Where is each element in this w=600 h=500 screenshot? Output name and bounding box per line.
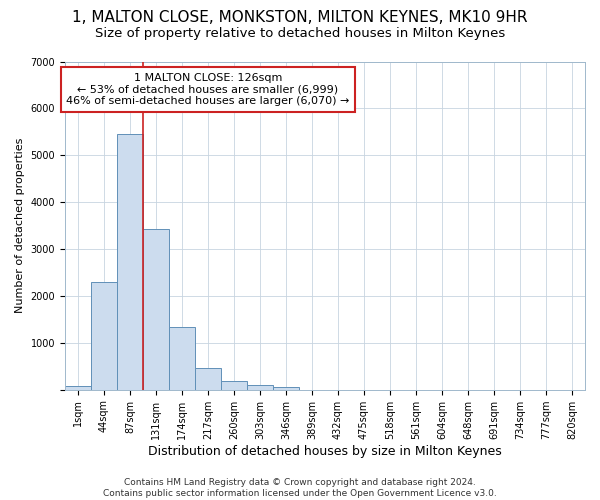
- Bar: [221, 381, 247, 390]
- Bar: [65, 386, 91, 390]
- Bar: [273, 387, 299, 390]
- Text: 1 MALTON CLOSE: 126sqm
← 53% of detached houses are smaller (6,999)
46% of semi-: 1 MALTON CLOSE: 126sqm ← 53% of detached…: [66, 73, 350, 106]
- Bar: [143, 229, 169, 390]
- Y-axis label: Number of detached properties: Number of detached properties: [15, 138, 25, 314]
- Text: Contains HM Land Registry data © Crown copyright and database right 2024.
Contai: Contains HM Land Registry data © Crown c…: [103, 478, 497, 498]
- X-axis label: Distribution of detached houses by size in Milton Keynes: Distribution of detached houses by size …: [148, 444, 502, 458]
- Bar: [117, 134, 143, 390]
- Text: Size of property relative to detached houses in Milton Keynes: Size of property relative to detached ho…: [95, 28, 505, 40]
- Bar: [247, 386, 273, 390]
- Bar: [91, 282, 117, 390]
- Bar: [195, 368, 221, 390]
- Text: 1, MALTON CLOSE, MONKSTON, MILTON KEYNES, MK10 9HR: 1, MALTON CLOSE, MONKSTON, MILTON KEYNES…: [72, 10, 528, 25]
- Bar: [169, 328, 195, 390]
